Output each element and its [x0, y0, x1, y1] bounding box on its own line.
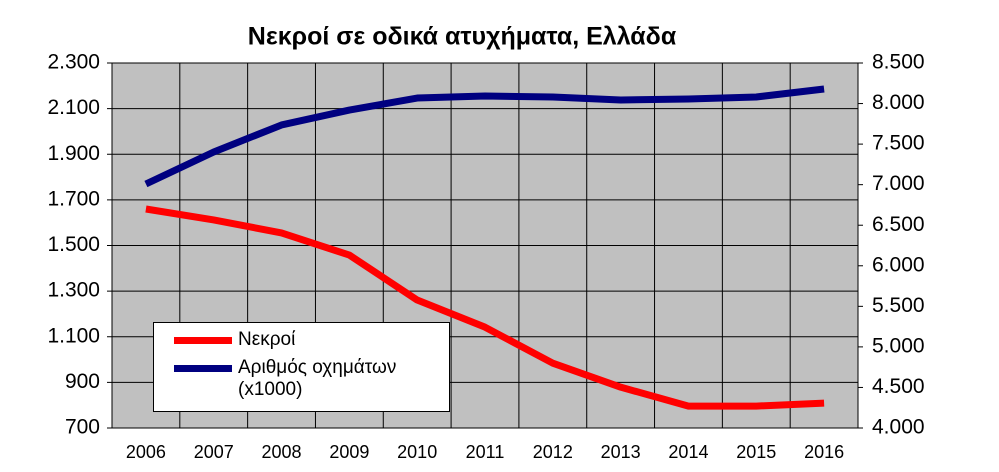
y-tick-label: 1.500 [47, 233, 100, 256]
x-tick-label: 2006 [126, 442, 166, 462]
legend-label: Νεκροί [238, 329, 296, 350]
plot-border [111, 62, 859, 429]
y-tick-label: 2.300 [47, 51, 100, 74]
legend-swatch [174, 365, 232, 372]
y2-tick-label: 4.000 [872, 416, 925, 439]
chart-title: Νεκροί σε οδικά ατυχήματα, Ελλάδα [248, 23, 677, 51]
x-tick-label: 2012 [533, 442, 573, 462]
series-line [145, 205, 825, 410]
y2-tick-label: 5.500 [872, 294, 925, 317]
legend: Νεκροί Αριθμός οχημάτων (x1000) [153, 322, 450, 412]
y2-tick-label: 8.000 [872, 91, 925, 114]
x-tick-label: 2007 [194, 442, 234, 462]
y2-tick-label: 5.000 [872, 334, 925, 357]
y-tick-label: 2.100 [47, 96, 100, 119]
x-tick-label: 2009 [329, 442, 369, 462]
x-tick-label: 2014 [668, 442, 708, 462]
y2-tick-label: 7.000 [872, 172, 925, 195]
y2-tick-label: 6.000 [872, 253, 925, 276]
legend-swatch [174, 337, 232, 344]
series-line [144, 85, 825, 188]
y-tick-label: 1.700 [47, 187, 100, 210]
y-tick-label: 700 [65, 416, 100, 439]
x-tick-label: 2015 [736, 442, 776, 462]
y-tick-label: 1.300 [47, 279, 100, 302]
x-tick-label: 2011 [466, 442, 505, 462]
y2-tick-label: 7.500 [872, 132, 925, 155]
legend-item: Νεκροί [174, 329, 449, 351]
x-tick-label: 2016 [804, 442, 844, 462]
y-tick-label: 900 [65, 370, 100, 393]
y2-tick-label: 6.500 [872, 213, 925, 236]
legend-item: Αριθμός οχημάτων (x1000) [174, 357, 449, 401]
y-tick-label: 1.900 [47, 142, 100, 165]
y2-tick-label: 8.500 [872, 51, 925, 74]
y-tick-label: 1.100 [47, 324, 100, 347]
x-tick-label: 2010 [397, 442, 437, 462]
legend-label: Αριθμός οχημάτων (x1000) [238, 357, 397, 400]
y2-tick-label: 4.500 [872, 375, 925, 398]
x-tick-label: 2008 [262, 442, 302, 462]
x-tick-label: 2013 [601, 442, 641, 462]
